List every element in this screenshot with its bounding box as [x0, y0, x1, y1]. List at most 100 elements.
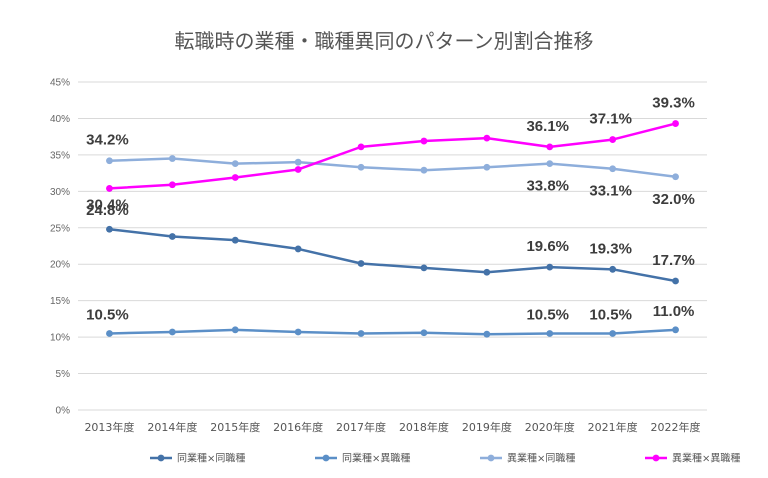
data-point — [483, 163, 491, 171]
y-tick-label: 10% — [50, 333, 70, 344]
x-tick-label: 2016年度 — [273, 420, 323, 434]
x-axis-ticks: 2013年度 2014年度 2015年度 2016年度 2017年度 2018年度 2019… — [84, 420, 700, 434]
data-point — [106, 157, 113, 165]
data-point — [609, 265, 617, 273]
legend-marker — [322, 454, 330, 462]
data-point — [231, 174, 239, 181]
data-point — [546, 160, 554, 168]
data-point — [294, 328, 302, 336]
data-point — [609, 330, 617, 337]
data-point — [609, 165, 617, 173]
legend-label: 異業種×同職種 — [507, 452, 575, 465]
legend-item: 同業種×異職種 — [315, 452, 410, 465]
data-point — [357, 143, 365, 151]
data-point — [483, 134, 491, 142]
data-point — [672, 120, 679, 127]
data-point — [420, 166, 428, 174]
data-label: 10.5% — [589, 306, 632, 323]
chart-title: 転職時の業種・職種異同のパターン別割合推移 — [175, 29, 594, 53]
x-tick-label: 2020年度 — [525, 420, 575, 434]
y-tick-label: 0% — [56, 406, 71, 417]
data-label: 10.5% — [526, 306, 569, 323]
x-tick-label: 2022年度 — [651, 420, 701, 434]
y-tick-label: 5% — [56, 369, 71, 380]
data-point — [106, 330, 113, 337]
data-point — [168, 233, 176, 240]
x-tick-label: 2015年度 — [210, 420, 260, 434]
data-label: 30.4% — [86, 196, 129, 213]
legend: 同業種×同職種 同業種×異職種 異業種×同職種 異業種×異職種 — [150, 452, 740, 465]
series-line — [109, 227, 676, 283]
data-point — [420, 137, 428, 145]
x-tick-label: 2013年度 — [84, 420, 134, 434]
data-label: 33.8% — [526, 178, 569, 195]
x-tick-label: 2019年度 — [462, 420, 512, 434]
data-point — [106, 185, 113, 192]
data-label: 19.6% — [526, 238, 569, 255]
data-point — [483, 268, 491, 276]
data-label: 34.2% — [86, 132, 129, 149]
x-tick-label: 2021年度 — [588, 420, 638, 434]
data-point — [483, 330, 491, 338]
series-layer — [106, 120, 679, 338]
data-point — [357, 330, 365, 337]
data-label: 19.3% — [589, 240, 632, 257]
x-tick-label: 2014年度 — [147, 420, 197, 434]
series-line — [109, 157, 676, 178]
legend-label: 同業種×同職種 — [177, 452, 245, 465]
y-tick-label: 20% — [50, 260, 70, 271]
legend-label: 同業種×異職種 — [342, 452, 410, 465]
series-line — [109, 328, 676, 336]
y-tick-label: 30% — [50, 187, 70, 198]
data-point — [609, 136, 617, 143]
data-point — [546, 263, 554, 271]
data-point — [672, 277, 679, 285]
data-point — [672, 173, 679, 181]
data-label: 36.1% — [526, 118, 569, 135]
data-point — [231, 326, 239, 334]
x-tick-label: 2018年度 — [399, 420, 449, 434]
data-point — [168, 155, 176, 162]
legend-marker — [157, 454, 165, 462]
data-point — [294, 158, 302, 166]
legend-item: 同業種×同職種 — [150, 452, 245, 465]
legend-label: 異業種×異職種 — [672, 452, 740, 465]
legend-marker — [487, 454, 495, 462]
data-label: 37.1% — [589, 111, 632, 128]
data-label: 17.7% — [652, 252, 695, 269]
data-point — [420, 264, 428, 272]
y-tick-label: 15% — [50, 296, 70, 307]
data-point — [168, 328, 176, 336]
data-point — [357, 163, 365, 171]
data-point — [546, 143, 554, 151]
series-line — [109, 122, 676, 190]
y-tick-label: 35% — [50, 150, 70, 161]
data-point — [357, 260, 365, 267]
y-axis-ticks: 0% 5% 10% 15% 20% 25% 30% 35% 40% 45% — [50, 78, 70, 417]
data-point — [672, 326, 679, 334]
data-point — [231, 160, 239, 168]
data-label-layer: 24.8% 19.6% 19.3% 17.7% 10.5% 10.5% 10.5% 11.0%… — [86, 95, 695, 324]
data-point — [106, 225, 113, 233]
grid-layer — [78, 81, 707, 411]
x-tick-label: 2017年度 — [336, 420, 386, 434]
data-point — [294, 245, 302, 253]
y-tick-label: 25% — [50, 223, 70, 234]
y-tick-label: 45% — [50, 78, 70, 89]
series-3 — [106, 155, 679, 181]
series-4 — [106, 120, 679, 192]
data-point — [420, 329, 428, 337]
data-point — [546, 330, 554, 337]
data-label: 24.8% — [86, 202, 129, 219]
data-label: 32.0% — [652, 191, 695, 208]
legend-item: 異業種×異職種 — [645, 452, 740, 465]
series-1 — [106, 225, 679, 285]
legend-item: 異業種×同職種 — [480, 452, 575, 465]
data-point — [231, 236, 239, 244]
data-point — [294, 166, 302, 173]
data-label: 10.5% — [86, 306, 129, 323]
y-tick-label: 40% — [50, 114, 70, 125]
series-2 — [106, 326, 679, 338]
